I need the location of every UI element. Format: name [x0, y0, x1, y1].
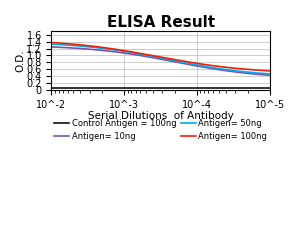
Antigen= 10ng — [76, 47, 80, 50]
Antigen= 50ng — [208, 66, 212, 69]
Antigen= 50ng — [121, 50, 124, 53]
Antigen= 100ng — [136, 52, 140, 54]
Antigen= 100ng — [187, 60, 191, 64]
Antigen= 50ng — [50, 42, 53, 45]
Control Antigen = 100ng — [136, 86, 140, 89]
Antigen= 50ng — [207, 66, 211, 68]
Control Antigen = 100ng — [121, 86, 124, 89]
Antigen= 100ng — [50, 41, 53, 44]
Title: ELISA Result: ELISA Result — [106, 15, 215, 30]
Antigen= 50ng — [187, 62, 191, 65]
Antigen= 10ng — [268, 74, 272, 77]
Antigen= 100ng — [207, 64, 211, 67]
Control Antigen = 100ng — [187, 86, 191, 89]
Line: Antigen= 100ng: Antigen= 100ng — [52, 42, 270, 71]
Y-axis label: O.D.: O.D. — [15, 49, 25, 72]
Antigen= 10ng — [50, 46, 53, 48]
Control Antigen = 100ng — [208, 86, 212, 89]
Antigen= 10ng — [208, 67, 212, 70]
Antigen= 10ng — [136, 54, 140, 57]
Control Antigen = 100ng — [268, 86, 272, 89]
Antigen= 10ng — [187, 63, 191, 66]
Antigen= 50ng — [136, 52, 140, 55]
Antigen= 10ng — [121, 51, 124, 54]
Line: Antigen= 10ng: Antigen= 10ng — [52, 47, 270, 75]
X-axis label: Serial Dilutions  of Antibody: Serial Dilutions of Antibody — [88, 111, 234, 121]
Legend: Control Antigen = 100ng, Antigen= 10ng, Antigen= 50ng, Antigen= 100ng: Control Antigen = 100ng, Antigen= 10ng, … — [51, 116, 270, 144]
Antigen= 10ng — [207, 67, 211, 70]
Control Antigen = 100ng — [50, 86, 53, 89]
Control Antigen = 100ng — [76, 86, 80, 89]
Antigen= 100ng — [208, 64, 212, 67]
Antigen= 100ng — [268, 70, 272, 72]
Antigen= 50ng — [268, 72, 272, 76]
Control Antigen = 100ng — [207, 86, 211, 89]
Line: Antigen= 50ng: Antigen= 50ng — [52, 44, 270, 74]
Antigen= 100ng — [121, 49, 124, 52]
Antigen= 100ng — [76, 43, 80, 46]
Antigen= 50ng — [76, 44, 80, 47]
